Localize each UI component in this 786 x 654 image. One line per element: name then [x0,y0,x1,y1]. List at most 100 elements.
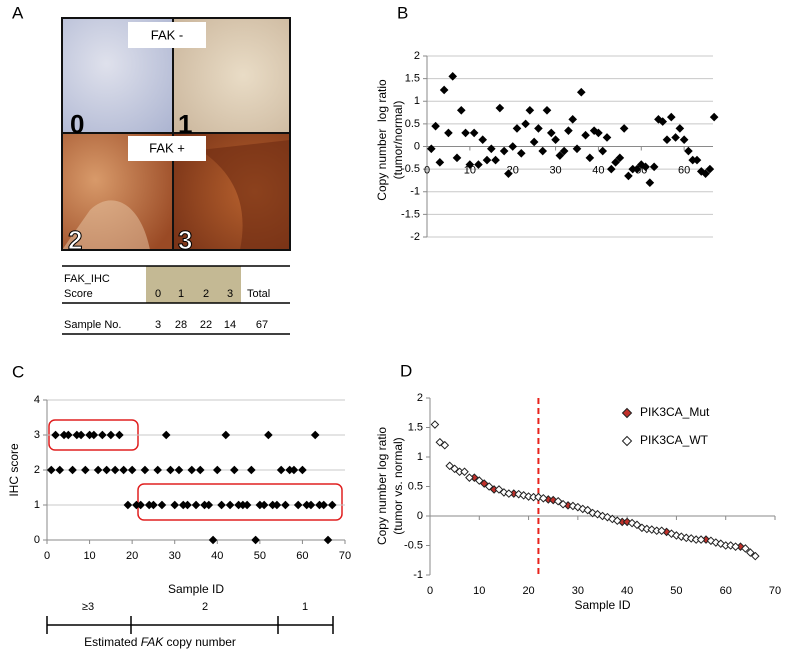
tissue [200,140,290,250]
y-tick-label: -2 [410,231,420,243]
marker [716,539,726,549]
marker [551,135,560,145]
y-tick-label: -0.5 [404,539,423,551]
marker [276,465,286,475]
x-tick-label: 10 [464,164,476,176]
marker [686,534,696,543]
marker [212,465,222,475]
x-tick-label: 20 [522,585,534,597]
marker [76,430,86,440]
x-tick-label: 50 [670,585,682,597]
table-header: 0 [155,288,161,300]
score-label: 0 [70,109,84,139]
marker [585,153,595,163]
group-label: ≥3 [82,601,94,613]
y-tick-label: 1 [34,499,40,511]
marker [98,430,107,440]
marker [602,133,612,142]
x-tick-label: 60 [296,550,308,562]
marker [89,430,99,440]
marker [106,430,116,440]
marker [264,430,273,440]
marker [444,128,453,138]
y-tick-label: 3 [34,429,40,441]
x-tick-label: 60 [678,164,690,176]
marker [149,500,158,510]
table-header: 1 [178,288,184,300]
x-tick-label: 70 [769,585,781,597]
marker [208,535,218,545]
marker [183,500,192,510]
y-tick-label: 1.5 [408,421,423,433]
marker [645,178,655,188]
marker [123,500,133,510]
marker [230,465,239,475]
marker [711,538,721,547]
marker [731,542,740,551]
marker [546,128,556,138]
y-tick-label: 4 [34,394,40,406]
marker [225,500,235,510]
table-header: FAK_IHC [64,273,110,285]
tissue [62,200,150,250]
marker [474,476,484,485]
x-tick-label: 30 [572,585,584,597]
legend-label: PIK3CA_WT [640,433,709,447]
marker [166,465,175,475]
marker [612,516,622,526]
marker [63,430,73,440]
marker [624,171,633,181]
y-tick-label: -1 [410,186,420,198]
table-cell: 14 [224,319,236,331]
y-axis-label: (tumor vs. normal) [391,437,405,534]
status-label: FAK - [151,27,184,42]
marker [627,518,637,528]
y-tick-label: 2 [417,392,423,404]
score-label: 2 [68,225,82,255]
x-tick-label: 50 [254,550,266,562]
marker [555,151,565,160]
highlight [146,266,241,303]
marker [573,502,583,512]
marker [529,137,539,147]
y-tick-label: 0 [414,140,420,152]
marker [558,499,568,509]
marker [519,491,528,500]
marker [115,430,124,440]
marker [662,135,672,145]
marker [204,500,214,510]
marker [478,135,488,145]
marker [440,440,450,450]
marker [539,493,548,503]
y-tick-label: -1.5 [401,208,420,220]
marker [319,500,329,510]
marker [679,135,689,145]
marker [705,164,715,174]
marker [136,500,145,510]
marker [516,148,526,158]
marker [576,87,586,97]
group-label: 2 [202,601,208,613]
table-cell: 22 [200,319,212,331]
panel-label: B [397,3,408,22]
marker [508,142,518,151]
y-axis-label: Copy number log ratio [375,79,389,201]
marker [110,465,120,475]
marker [68,465,77,475]
marker [430,420,440,429]
scale-label-part: copy number [163,635,236,649]
marker [187,465,197,475]
table-header: 2 [203,288,209,300]
marker [495,103,505,113]
marker [281,500,290,510]
y-axis-label: IHC score [7,443,21,497]
marker [521,119,530,129]
marker [51,430,60,440]
marker [632,164,642,174]
ihc-table: FAK_IHC Score 0 1 2 3 Total Sample No. 3… [62,265,290,335]
marker [465,160,475,169]
y-axis-label: (tumor/normal) [391,101,405,180]
marker [221,430,231,440]
